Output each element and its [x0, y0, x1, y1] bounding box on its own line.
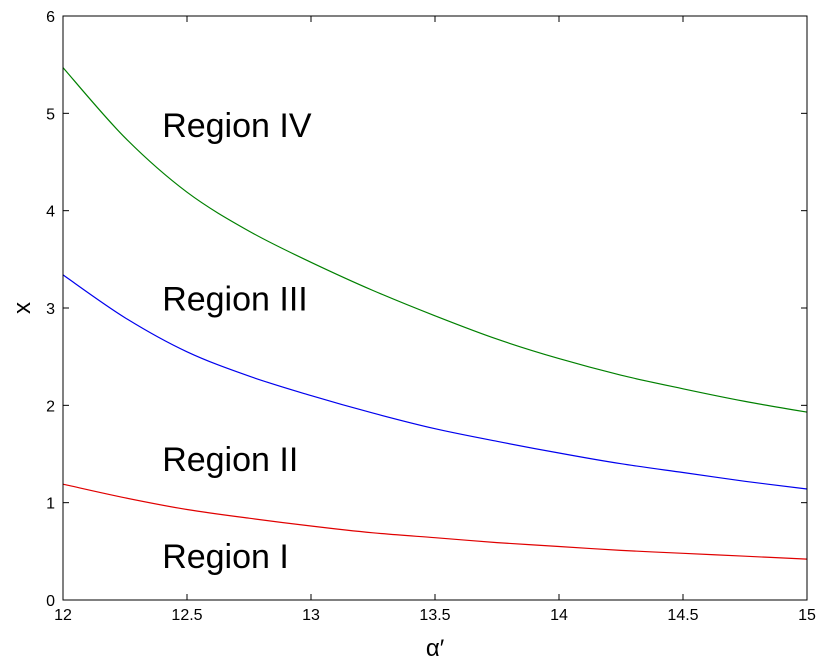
series-line-1 [62, 483, 808, 560]
x-tick-label: 13.5 [419, 607, 450, 624]
x-tick-label: 12.5 [171, 607, 202, 624]
y-tick-label: 2 [46, 398, 55, 415]
plot-frame [62, 15, 808, 601]
region-label-2: Region III [162, 280, 308, 318]
y-tick-label: 5 [46, 106, 55, 123]
x-axis-label: α′ [426, 635, 445, 662]
series-line-3 [62, 67, 808, 413]
x-tick-label: 12 [54, 607, 72, 624]
x-tick-label: 15 [798, 607, 816, 624]
y-tick-label: 3 [46, 301, 55, 318]
y-tick-label: 4 [46, 204, 55, 221]
y-tick-label: 6 [46, 9, 55, 26]
y-tick-label: 1 [46, 496, 55, 513]
plot-area [63, 16, 807, 600]
x-tick-label: 14.5 [667, 607, 698, 624]
region-label-4: Region I [162, 538, 289, 576]
x-tick-label: 13 [302, 607, 320, 624]
series-line-2 [62, 274, 808, 490]
region-label-1: Region IV [162, 107, 312, 145]
y-axis-label: x [9, 302, 36, 314]
x-tick-label: 14 [550, 607, 568, 624]
region-label-3: Region II [162, 441, 298, 479]
y-tick-label: 0 [46, 593, 55, 610]
